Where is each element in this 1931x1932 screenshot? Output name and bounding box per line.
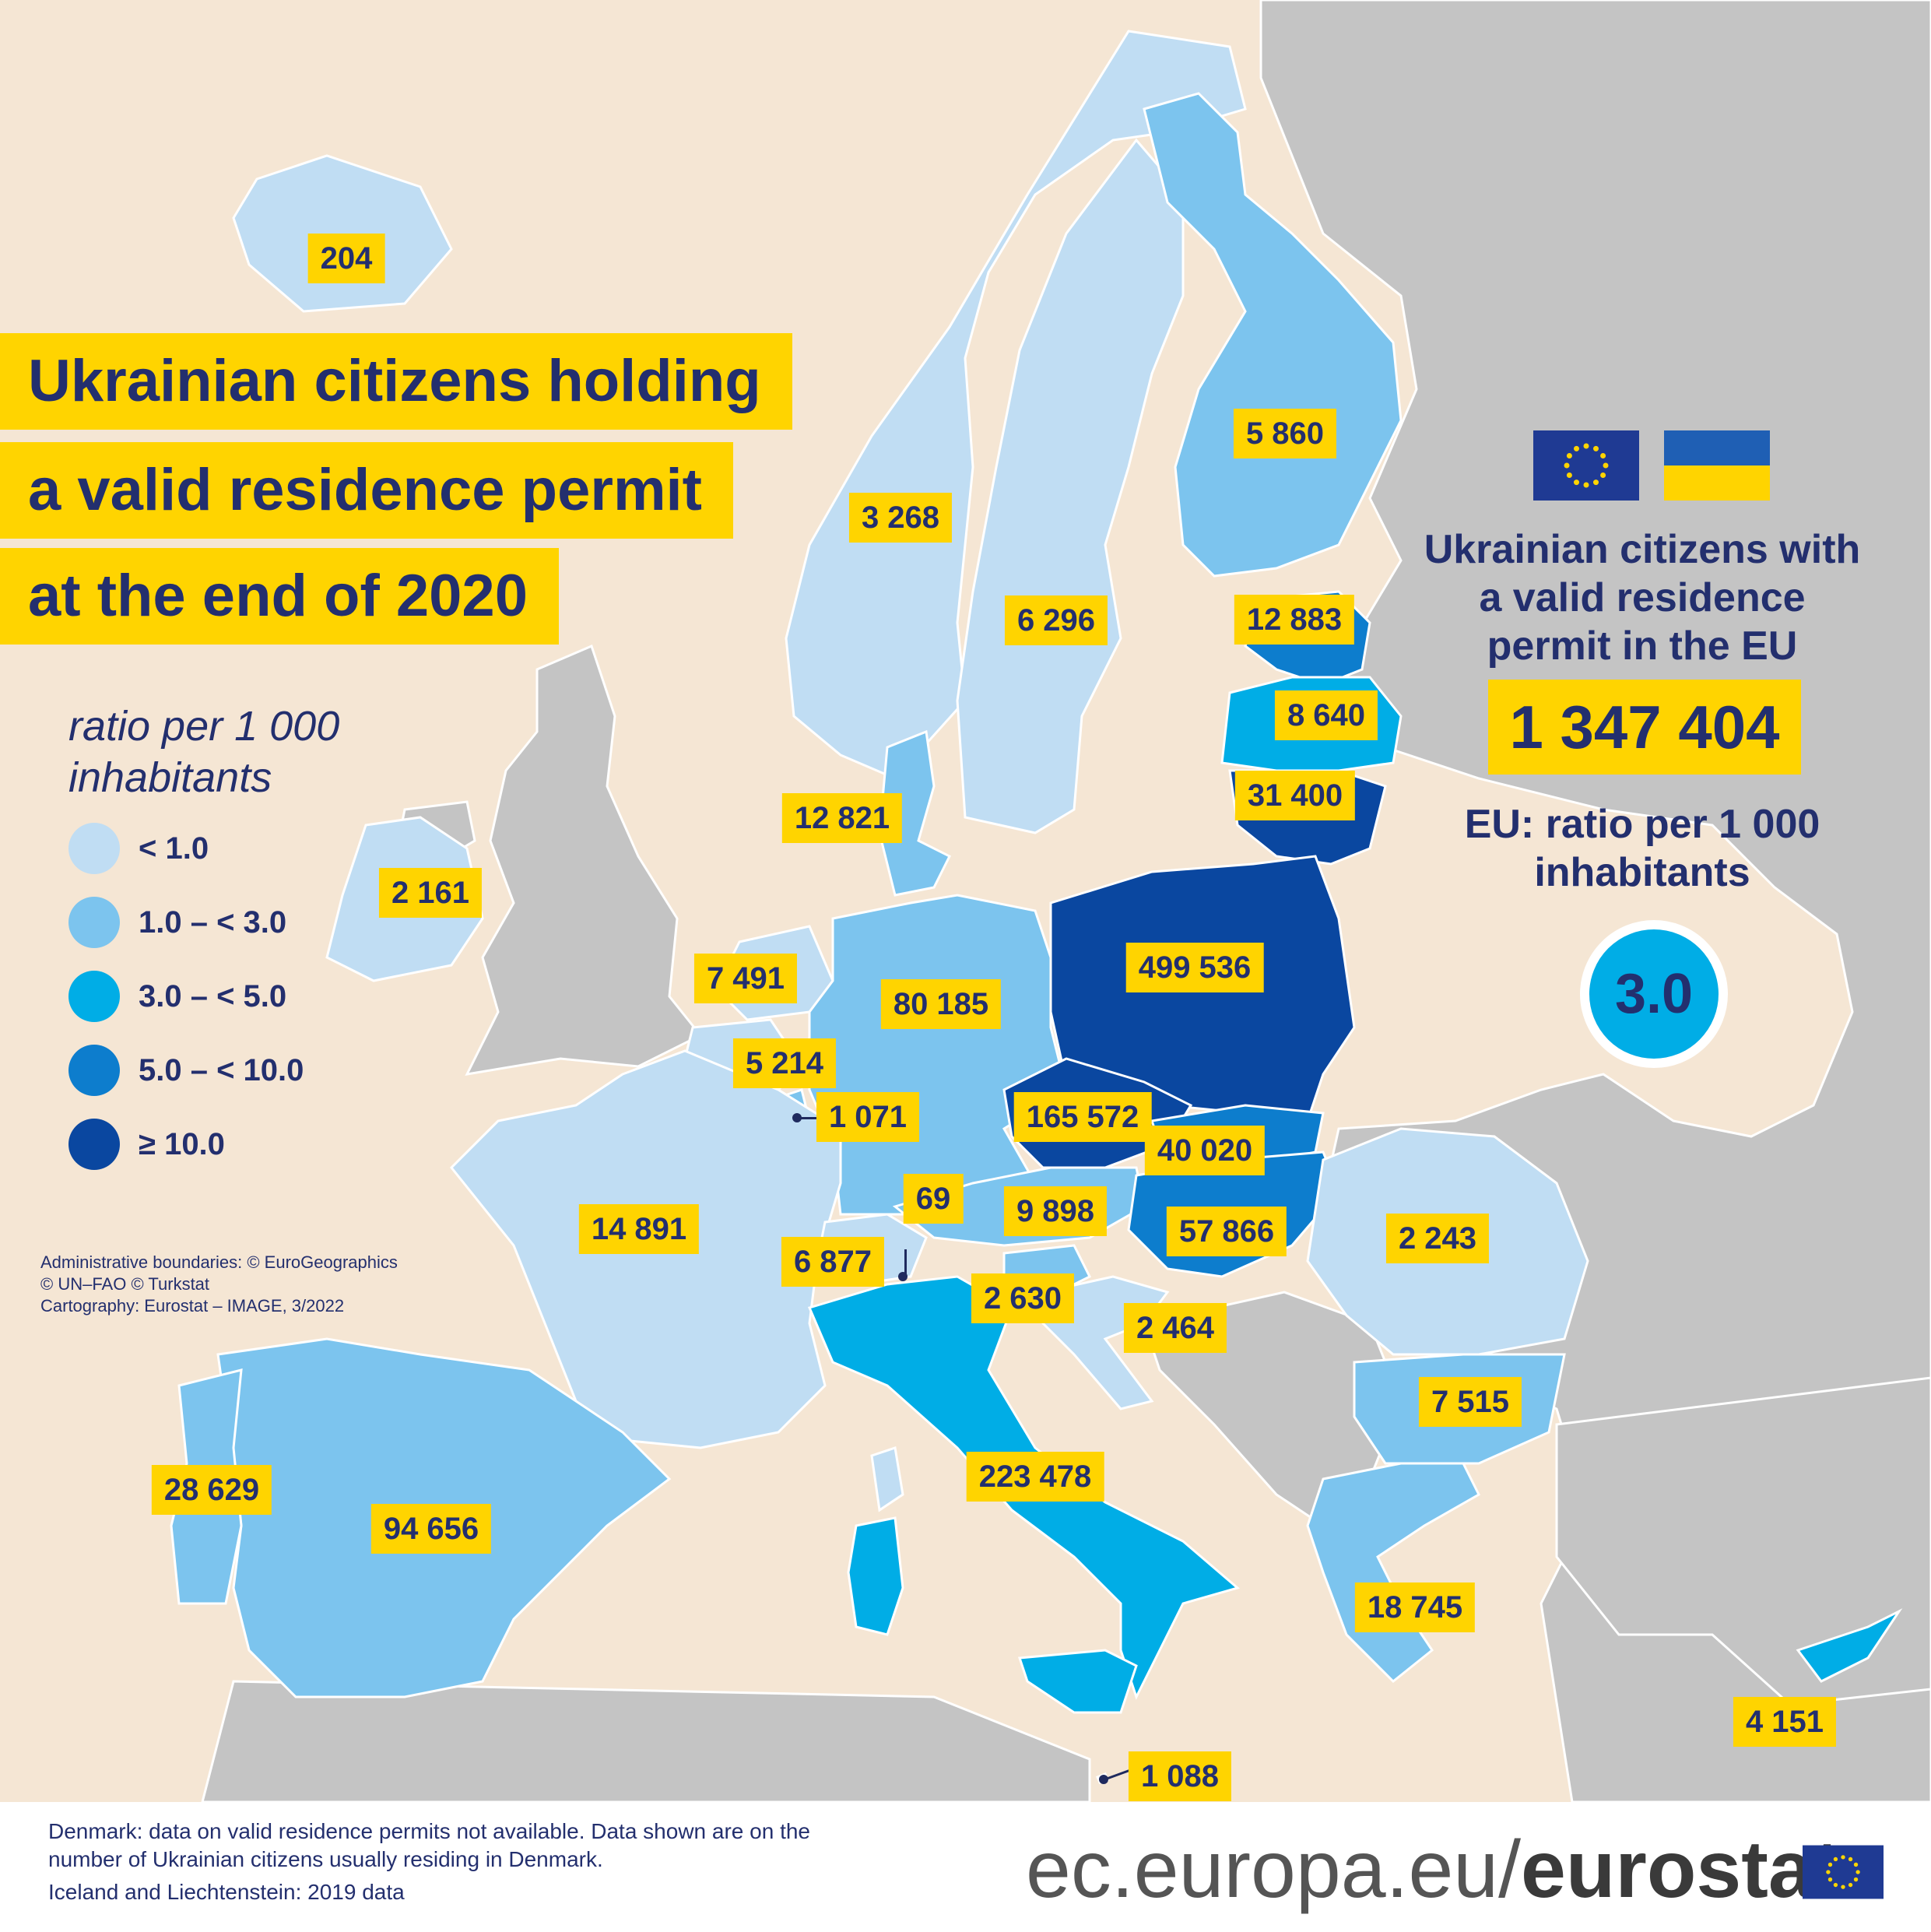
label-estonia: 12 883 bbox=[1234, 595, 1355, 645]
label-germany: 80 185 bbox=[880, 979, 1002, 1029]
leader-luxembourg bbox=[797, 1117, 831, 1119]
sardinia-shape bbox=[847, 1516, 904, 1636]
corsica-shape bbox=[870, 1446, 904, 1512]
label-finland: 5 860 bbox=[1233, 409, 1337, 458]
cyprus-shape bbox=[1796, 1608, 1903, 1683]
finland-shape bbox=[1143, 92, 1403, 578]
title-line-1: Ukrainian citizens holding bbox=[0, 333, 792, 430]
legend-item-1: < 1.0 bbox=[68, 821, 209, 876]
title-line-3: at the end of 2020 bbox=[0, 548, 559, 645]
eu-ratio-badge: 3.0 bbox=[1580, 920, 1728, 1068]
label-bulgaria: 7 515 bbox=[1418, 1377, 1522, 1427]
legend-label-3: 3.0 – < 5.0 bbox=[139, 978, 287, 1013]
legend-swatch-1 bbox=[68, 823, 120, 874]
label-switzerland: 6 877 bbox=[781, 1237, 885, 1287]
footnote: Denmark: data on valid residence permits… bbox=[48, 1818, 811, 1906]
footer bbox=[0, 1802, 1931, 1932]
legend-swatch-4 bbox=[68, 1045, 120, 1096]
label-ireland: 2 161 bbox=[378, 868, 483, 918]
legend-swatch-2 bbox=[68, 897, 120, 948]
label-czechia: 165 572 bbox=[1013, 1092, 1152, 1142]
label-denmark: 12 821 bbox=[781, 793, 903, 843]
label-romania: 2 243 bbox=[1385, 1214, 1490, 1263]
label-iceland: 204 bbox=[307, 234, 385, 283]
legend-label-1: < 1.0 bbox=[139, 831, 209, 866]
footnote-denmark: Denmark: data on valid residence permits… bbox=[48, 1819, 810, 1871]
eu-flag-icon bbox=[1533, 430, 1639, 501]
label-cyprus: 4 151 bbox=[1733, 1697, 1837, 1747]
credit-line-1: Administrative boundaries: © EuroGeograp… bbox=[40, 1252, 398, 1272]
legend-swatch-3 bbox=[68, 971, 120, 1022]
brand-prefix: ec.europa.eu/ bbox=[1026, 1825, 1522, 1915]
eu-ratio-label: EU: ratio per 1 000 inhabitants bbox=[1464, 802, 1820, 895]
legend-label-4: 5.0 – < 10.0 bbox=[139, 1052, 304, 1087]
label-austria: 9 898 bbox=[1003, 1186, 1108, 1236]
sicily-shape bbox=[1017, 1649, 1138, 1714]
north-africa-region bbox=[201, 1680, 1091, 1802]
label-sweden: 6 296 bbox=[1004, 595, 1108, 645]
legend-title: ratio per 1 000 inhabitants bbox=[68, 703, 340, 801]
label-spain: 94 656 bbox=[370, 1504, 492, 1554]
sweden-shape bbox=[956, 138, 1185, 834]
legend-item-4: 5.0 – < 10.0 bbox=[68, 1043, 304, 1098]
legend-label-5: ≥ 10.0 bbox=[139, 1126, 225, 1161]
label-poland: 499 536 bbox=[1125, 943, 1264, 992]
label-latvia: 8 640 bbox=[1274, 690, 1378, 740]
legend-label-2: 1.0 – < 3.0 bbox=[139, 905, 287, 940]
label-liechtenstein: 69 bbox=[903, 1174, 964, 1224]
label-italy: 223 478 bbox=[966, 1452, 1104, 1502]
dot-luxembourg bbox=[792, 1113, 802, 1122]
leader-liechtenstein bbox=[904, 1249, 907, 1279]
dot-malta bbox=[1099, 1775, 1108, 1784]
label-belgium: 5 214 bbox=[732, 1038, 837, 1088]
footnote-iceland-liechtenstein: Iceland and Liechtenstein: 2019 data bbox=[48, 1880, 405, 1904]
label-portugal: 28 629 bbox=[151, 1465, 272, 1515]
label-greece: 18 745 bbox=[1354, 1582, 1476, 1632]
label-slovakia: 40 020 bbox=[1144, 1126, 1266, 1175]
label-netherlands: 7 491 bbox=[693, 954, 798, 1003]
label-lithuania: 31 400 bbox=[1234, 771, 1356, 820]
label-norway: 3 268 bbox=[848, 493, 953, 543]
label-slovenia: 2 630 bbox=[971, 1273, 1075, 1323]
legend-item-3: 3.0 – < 5.0 bbox=[68, 969, 286, 1024]
brand-eurostat: eurostat bbox=[1521, 1825, 1841, 1915]
title-line-2: a valid residence permit bbox=[0, 442, 733, 539]
ukraine-flag-icon bbox=[1664, 430, 1770, 501]
europe-map bbox=[170, 0, 1931, 1802]
legend-item-2: 1.0 – < 3.0 bbox=[68, 895, 286, 950]
label-hungary: 57 866 bbox=[1166, 1207, 1287, 1256]
legend-swatch-5 bbox=[68, 1119, 120, 1170]
legend-item-5: ≥ 10.0 bbox=[68, 1117, 225, 1171]
denmark-shape bbox=[878, 729, 952, 897]
credit-line-3: Cartography: Eurostat – IMAGE, 3/2022 bbox=[40, 1296, 345, 1316]
label-france: 14 891 bbox=[578, 1204, 700, 1254]
label-malta: 1 088 bbox=[1128, 1751, 1232, 1801]
eurostat-eu-flag-icon bbox=[1803, 1845, 1884, 1899]
dot-liechtenstein bbox=[898, 1272, 908, 1281]
credit-line-2: © UN–FAO © Turkstat bbox=[40, 1274, 210, 1294]
eurostat-url[interactable]: ec.europa.eu/eurostat bbox=[1026, 1829, 1840, 1910]
label-luxembourg: 1 071 bbox=[816, 1092, 920, 1142]
label-croatia: 2 464 bbox=[1123, 1303, 1227, 1353]
uk-region bbox=[465, 644, 703, 1076]
turkey-region bbox=[1555, 1376, 1931, 1706]
eu-summary-heading: Ukrainian citizens with a valid residenc… bbox=[1424, 527, 1861, 669]
credits: Administrative boundaries: © EuroGeograp… bbox=[40, 1252, 398, 1317]
eu-total-value: 1 347 404 bbox=[1488, 680, 1801, 775]
